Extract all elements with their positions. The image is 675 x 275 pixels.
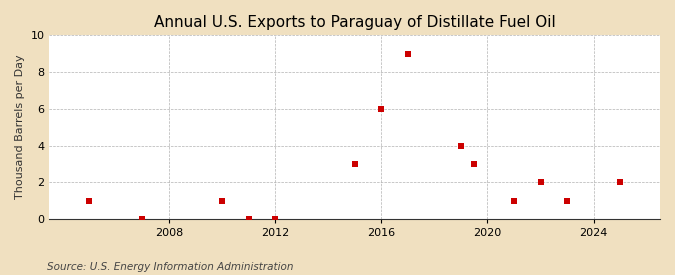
Point: [84, 198, 95, 203]
Title: Annual U.S. Exports to Paraguay of Distillate Fuel Oil: Annual U.S. Exports to Paraguay of Disti…: [154, 15, 556, 30]
Point: [468, 162, 479, 166]
Point: [456, 143, 466, 148]
Point: [217, 198, 227, 203]
Point: [535, 180, 546, 185]
Point: [615, 180, 626, 185]
Point: [376, 107, 387, 111]
Text: Source: U.S. Energy Information Administration: Source: U.S. Energy Information Administ…: [47, 262, 294, 272]
Point: [402, 51, 413, 56]
Point: [508, 198, 519, 203]
Point: [562, 198, 572, 203]
Y-axis label: Thousand Barrels per Day: Thousand Barrels per Day: [15, 55, 25, 199]
Point: [137, 217, 148, 221]
Point: [270, 217, 281, 221]
Point: [349, 162, 360, 166]
Point: [243, 217, 254, 221]
